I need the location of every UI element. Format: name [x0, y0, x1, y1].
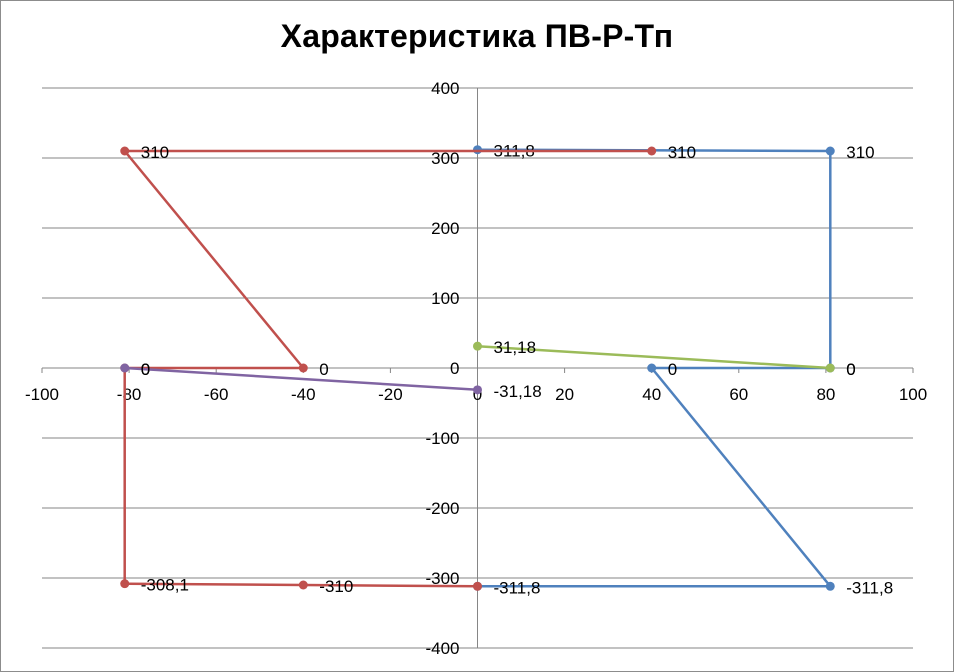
series-line-1 — [123, 149, 652, 588]
x-tick-label: 80 — [816, 385, 835, 404]
data-label: 0 — [668, 360, 677, 379]
x-tick-label: 100 — [899, 385, 927, 404]
y-tick-label: 300 — [431, 149, 459, 168]
data-label: 31,18 — [494, 338, 537, 357]
data-point — [298, 580, 308, 590]
data-label: -311,8 — [846, 578, 893, 597]
x-tick-label: -40 — [291, 385, 316, 404]
data-label: 310 — [141, 143, 169, 162]
series-line-0 — [477, 148, 832, 588]
data-point — [473, 385, 482, 395]
data-label: 0 — [141, 360, 150, 379]
data-point — [473, 145, 482, 155]
data-label: 0 — [846, 360, 855, 379]
data-point — [473, 581, 482, 591]
data-point — [825, 363, 835, 373]
data-point — [647, 146, 657, 156]
data-label: 310 — [846, 143, 874, 162]
data-label: -311,8 — [494, 578, 541, 597]
data-label: -310 — [319, 577, 353, 596]
data-label: -31,18 — [494, 382, 542, 401]
x-tick-label: 20 — [555, 385, 574, 404]
data-point — [298, 363, 308, 373]
chart-title: Характеристика ПВ-Р-Тп — [280, 18, 674, 54]
y-tick-label: -400 — [425, 639, 459, 658]
series-line-2 — [477, 344, 831, 370]
series-line-3 — [124, 366, 478, 392]
data-point — [473, 341, 482, 351]
y-tick-label: -300 — [425, 569, 459, 588]
x-tick-label: 0 — [473, 385, 482, 404]
x-tick-label: -80 — [117, 385, 142, 404]
data-label: 0 — [846, 360, 855, 379]
data-point — [120, 579, 130, 589]
data-point — [825, 146, 835, 156]
x-tick-label: 60 — [729, 385, 748, 404]
data-point — [120, 146, 130, 156]
data-point — [647, 363, 657, 373]
data-label: 310 — [668, 143, 696, 162]
data-label: 0 — [319, 360, 328, 379]
x-tick-label: -100 — [25, 385, 59, 404]
y-tick-label: 400 — [431, 79, 459, 98]
y-tick-label: 200 — [431, 219, 459, 238]
x-tick-label: -20 — [378, 385, 403, 404]
data-point — [120, 363, 130, 373]
x-tick-label: 40 — [642, 385, 661, 404]
x-tick-label: -60 — [204, 385, 229, 404]
y-tick-label: 0 — [450, 359, 459, 378]
data-label: -308,1 — [141, 576, 189, 595]
data-point — [825, 581, 835, 591]
y-tick-label: -100 — [425, 429, 459, 448]
y-tick-label: -200 — [425, 499, 459, 518]
y-tick-label: 100 — [431, 289, 459, 308]
